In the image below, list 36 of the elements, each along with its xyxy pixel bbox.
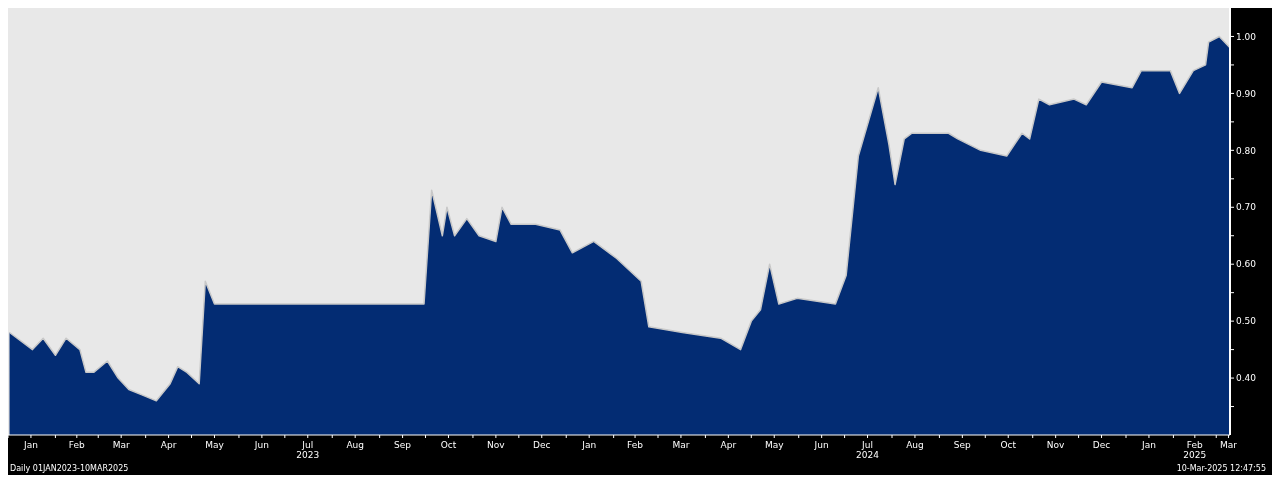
y-tick-label: 0.70 bbox=[1236, 202, 1257, 213]
x-tick-label: Mar bbox=[1219, 440, 1238, 450]
x-tick-label: May bbox=[764, 440, 785, 450]
x-tick-label: Jan bbox=[1141, 440, 1156, 450]
y-tick-label: 0.40 bbox=[1236, 373, 1257, 384]
x-tick-label: Oct bbox=[440, 440, 457, 450]
x-tick-label: May bbox=[205, 440, 225, 450]
x-tick-label: Sep bbox=[953, 440, 972, 450]
x-tick-label: Aug bbox=[906, 440, 924, 450]
text: Daily 01JAN2023-10MAR2025 bbox=[10, 463, 129, 475]
x-tick-label: Oct bbox=[1000, 440, 1017, 450]
y-tick-label: 0.60 bbox=[1236, 259, 1257, 270]
x-tick-label: Jan bbox=[23, 440, 38, 450]
x-tick-label: Feb bbox=[627, 440, 644, 450]
x-tick-label: Dec bbox=[1092, 440, 1111, 450]
x-tick-label: Jul 2024 bbox=[856, 440, 880, 460]
x-tick-label: Apr bbox=[720, 440, 737, 450]
text: 10-Mar-2025 12:47:55 bbox=[1176, 463, 1266, 475]
y-tick-label: 0.80 bbox=[1236, 145, 1257, 156]
x-tick-label: Dec bbox=[533, 440, 551, 450]
x-tick-label: Feb 2025 bbox=[1183, 440, 1207, 460]
x-tick-label: Jul 2023 bbox=[296, 440, 320, 460]
x-tick-label: Mar bbox=[112, 440, 130, 450]
y-tick-label: 0.50 bbox=[1236, 316, 1257, 327]
x-tick-label: Mar bbox=[672, 440, 690, 450]
x-tick-label: Jun bbox=[253, 440, 269, 450]
y-tick-label: 0.90 bbox=[1236, 88, 1257, 99]
y-tick-label: 1.00 bbox=[1236, 31, 1257, 42]
x-tick-label: Nov bbox=[487, 440, 506, 450]
x-tick-label: Sep bbox=[394, 440, 412, 450]
x-tick-label: Jun bbox=[813, 440, 829, 450]
x-tick-label: Apr bbox=[160, 440, 177, 450]
x-tick-label: Nov bbox=[1046, 440, 1066, 450]
x-tick-label: Jan bbox=[581, 440, 597, 450]
x-tick-label: Aug bbox=[346, 440, 364, 450]
x-tick-label: Feb bbox=[68, 440, 86, 450]
